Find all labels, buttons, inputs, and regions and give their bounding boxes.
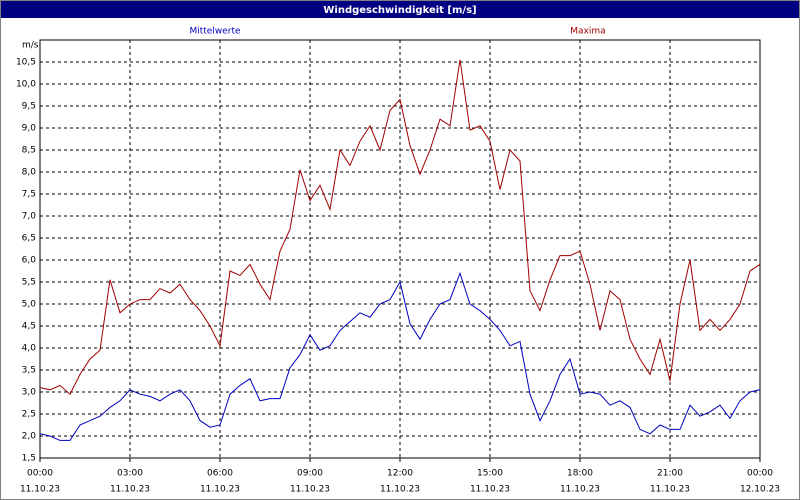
y-tick-label: 2,0 [22, 432, 37, 442]
y-tick-label: 3,0 [22, 388, 37, 398]
x-tick-label: 18:00 [567, 469, 593, 479]
legend-label: Mittelwerte [189, 27, 240, 37]
y-tick-label: 9,0 [22, 124, 37, 134]
x-tick-label: 21:00 [657, 469, 683, 479]
y-unit: m/s [22, 41, 39, 51]
x-tick-label: 06:00 [207, 469, 233, 479]
x-tick-date: 11.10.23 [290, 485, 330, 495]
x-tick-label: 09:00 [297, 469, 323, 479]
x-tick-label: 00:00 [27, 469, 53, 479]
x-tick-label: 03:00 [117, 469, 143, 479]
x-tick-date: 11.10.23 [470, 485, 510, 495]
y-tick-label: 5,0 [22, 300, 37, 310]
x-tick-date: 11.10.23 [110, 485, 150, 495]
x-tick-date: 11.10.23 [20, 485, 60, 495]
y-tick-label: 10,0 [16, 80, 36, 90]
chart-title: Windgeschwindigkeit [m/s] [323, 5, 476, 16]
y-tick-label: 4,5 [22, 322, 36, 332]
y-tick-label: 10,5 [16, 58, 36, 68]
y-tick-label: 6,5 [22, 234, 36, 244]
title-bar [1, 1, 799, 18]
y-tick-label: 4,0 [22, 344, 37, 354]
x-tick-date: 11.10.23 [560, 485, 600, 495]
y-tick-label: 1,5 [22, 454, 36, 464]
data-line [39, 271, 761, 441]
y-tick-label: 3,5 [22, 366, 36, 376]
y-tick-label: 8,0 [22, 168, 37, 178]
x-tick-date: 11.10.23 [200, 485, 240, 495]
x-tick-date: 12.10.23 [740, 485, 780, 495]
x-tick-label: 00:00 [747, 469, 773, 479]
y-tick-label: 2,5 [22, 410, 36, 420]
y-tick-label: 7,0 [22, 212, 37, 222]
y-tick-label: 7,5 [22, 190, 36, 200]
x-tick-date: 11.10.23 [380, 485, 420, 495]
data-line [39, 59, 761, 396]
y-tick-label: 5,5 [22, 278, 36, 288]
y-tick-label: 8,5 [22, 146, 36, 156]
x-tick-date: 11.10.23 [650, 485, 690, 495]
x-tick-label: 12:00 [387, 469, 413, 479]
y-tick-label: 6,0 [22, 256, 37, 266]
y-tick-label: 9,5 [22, 102, 36, 112]
legend-label: Maxima [570, 27, 605, 37]
x-tick-label: 15:00 [477, 469, 503, 479]
